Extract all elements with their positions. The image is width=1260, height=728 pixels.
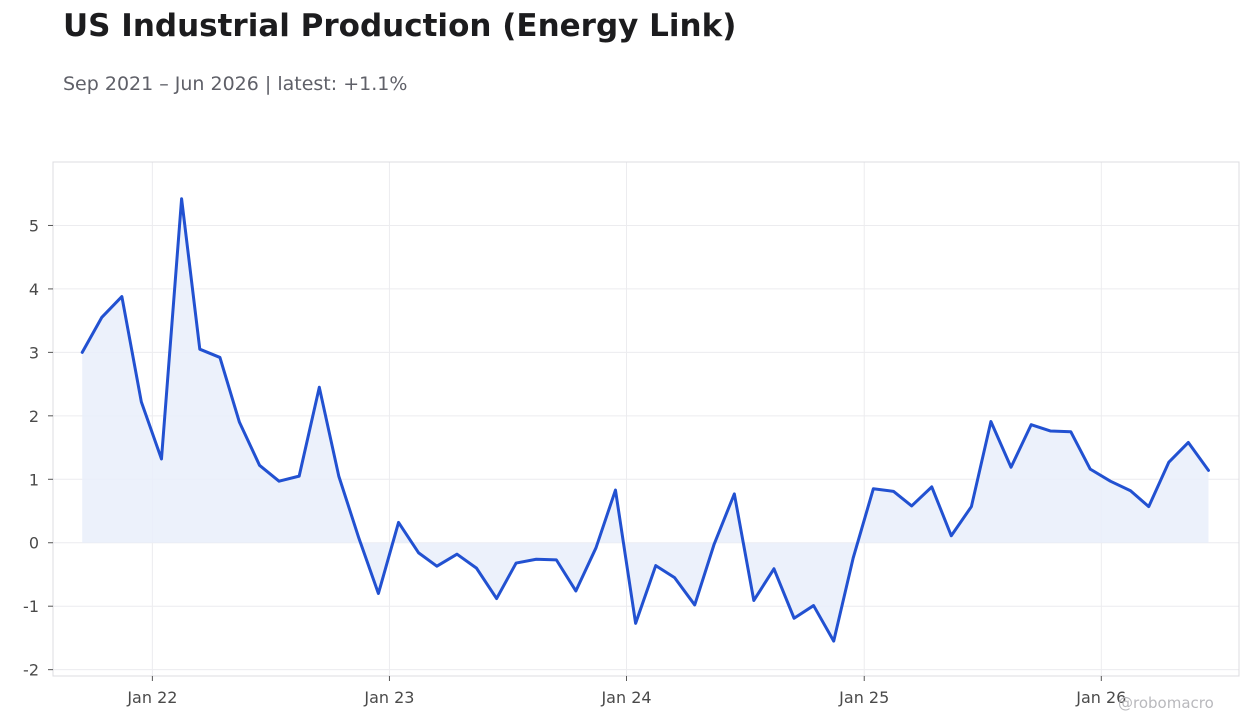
data-point [693, 603, 697, 607]
data-point [237, 420, 241, 424]
data-point [712, 542, 716, 546]
data-point [634, 621, 638, 625]
data-point [969, 505, 973, 509]
data-point [100, 315, 104, 319]
data-point [317, 385, 321, 389]
data-point [910, 504, 914, 508]
data-point [337, 474, 341, 478]
x-tick-label: Jan 23 [363, 688, 414, 707]
data-point [1069, 430, 1073, 434]
data-point [812, 604, 816, 608]
data-point [1186, 440, 1190, 444]
data-point [297, 474, 301, 478]
data-point [1049, 429, 1053, 433]
data-point [1147, 505, 1151, 509]
data-point [258, 463, 262, 467]
data-point [613, 488, 617, 492]
watermark: @robomacro [1118, 694, 1214, 712]
data-point [495, 597, 499, 601]
data-point [673, 576, 677, 580]
data-point [474, 566, 478, 570]
chart-title: US Industrial Production (Energy Link) [63, 8, 737, 44]
x-tick-label: Jan 25 [838, 688, 889, 707]
data-point [574, 589, 578, 593]
data-point [277, 479, 281, 483]
y-tick-label: 0 [29, 534, 39, 553]
y-tick-label: 3 [29, 343, 39, 362]
data-point [989, 420, 993, 424]
data-point [930, 485, 934, 489]
chart-subtitle: Sep 2021 – Jun 2026 | latest: +1.1% [63, 73, 408, 95]
data-point [949, 534, 953, 538]
data-point [851, 556, 855, 560]
data-point [792, 616, 796, 620]
data-point [397, 520, 401, 524]
series-line [80, 197, 1210, 643]
y-axis: 5 4 3 2 1 0 -1 -2 [23, 216, 53, 680]
data-point [514, 561, 518, 565]
data-point [1088, 467, 1092, 471]
y-tick-label: 4 [29, 280, 39, 299]
data-point [832, 639, 836, 643]
data-point [1009, 465, 1013, 469]
data-point [534, 557, 538, 561]
data-point [435, 564, 439, 568]
x-tick-label: Jan 22 [126, 688, 177, 707]
data-point [180, 197, 184, 201]
data-point [376, 592, 380, 596]
data-point [159, 457, 163, 461]
data-point [772, 567, 776, 571]
data-point [198, 347, 202, 351]
x-axis: Jan 22 Jan 23 Jan 24 Jan 25 Jan 26 [126, 676, 1126, 707]
data-point [1108, 479, 1112, 483]
y-tick-label: 2 [29, 407, 39, 426]
x-tick-label: Jan 26 [1075, 688, 1126, 707]
data-point [891, 489, 895, 493]
data-point [594, 546, 598, 550]
data-point [357, 536, 361, 540]
y-tick-label: -1 [23, 597, 39, 616]
data-point [554, 558, 558, 562]
y-tick-label: -2 [23, 661, 39, 680]
data-point [120, 295, 124, 299]
data-point [871, 487, 875, 491]
area-fill [82, 198, 1209, 642]
data-point [1206, 468, 1210, 472]
data-point [218, 355, 222, 359]
data-point [80, 350, 84, 354]
data-point [1167, 460, 1171, 464]
x-tick-label: Jan 24 [600, 688, 651, 707]
y-tick-label: 5 [29, 216, 39, 235]
data-point [455, 552, 459, 556]
plot-frame [52, 161, 1240, 677]
data-point [417, 551, 421, 555]
data-point [1029, 423, 1033, 427]
data-point [752, 598, 756, 602]
data-point [654, 564, 658, 568]
data-point [732, 492, 736, 496]
y-tick-label: 1 [29, 470, 39, 489]
data-point [139, 400, 143, 404]
data-point [1129, 489, 1133, 493]
